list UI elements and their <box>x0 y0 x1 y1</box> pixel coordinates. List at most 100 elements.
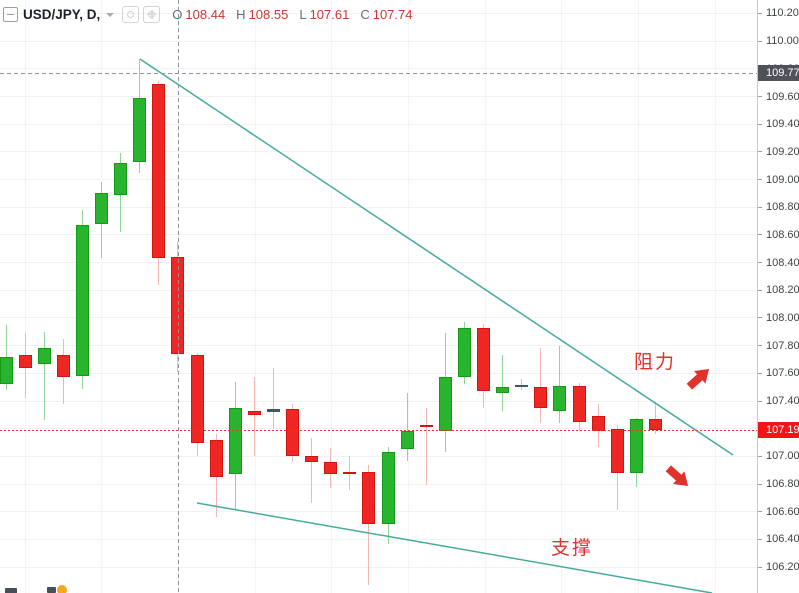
price-tick-label: 109.00 <box>766 173 799 186</box>
horizontal-gridline <box>0 262 757 264</box>
ohlc-item: C 107.74 <box>360 7 412 22</box>
price-tick <box>758 566 762 568</box>
ohlc-value: 108.55 <box>248 6 289 22</box>
crosshair-price-label: 109.77 <box>758 65 799 81</box>
price-tick <box>758 262 762 264</box>
horizontal-gridline <box>0 206 757 208</box>
candle-body <box>247 410 261 415</box>
candle-wick <box>196 352 198 457</box>
support-label[interactable]: 支撑 <box>551 538 594 559</box>
price-tick <box>758 234 762 236</box>
chart-legend[interactable]: USD/JPY, D, O 108.44 H 108.55 L 107.61 C 107.74 <box>3 5 412 23</box>
price-tick-label: 107.60 <box>766 367 799 380</box>
candle-wick <box>502 355 504 411</box>
candle-wick <box>139 59 141 173</box>
candle-body <box>343 471 357 475</box>
vertical-gridline <box>484 0 486 593</box>
support-trendline[interactable] <box>196 502 713 593</box>
candle-body <box>496 387 510 393</box>
candle-body <box>18 355 32 368</box>
up-right-arrow[interactable] <box>684 363 715 393</box>
candle-wick <box>578 383 580 432</box>
vertical-gridline <box>101 0 103 593</box>
price-tick-label: 108.40 <box>766 256 799 269</box>
candle-body <box>266 409 280 412</box>
candle-wick <box>425 407 427 486</box>
price-tick-label: 106.20 <box>766 561 799 574</box>
price-tick <box>758 372 762 374</box>
settings-gear-icon[interactable] <box>143 5 161 23</box>
price-tick-label: 108.60 <box>766 228 799 241</box>
last-price-label: 107.19 <box>758 422 799 439</box>
price-tick <box>758 289 762 291</box>
candle-wick <box>24 333 26 399</box>
resistance-trendline[interactable] <box>139 58 734 456</box>
candle-body <box>95 193 108 224</box>
price-tick <box>758 345 762 347</box>
candle-wick <box>616 424 618 511</box>
candle-body <box>228 407 242 475</box>
candle-wick <box>540 348 542 424</box>
price-axis[interactable]: 110.20110.00109.80109.60109.40109.20109.… <box>757 0 799 593</box>
price-tick <box>758 206 762 208</box>
symbol-title[interactable]: USD/JPY, D, <box>23 6 101 22</box>
candle-wick <box>559 345 561 424</box>
ohlc-item: H 108.55 <box>236 7 288 22</box>
price-tick <box>758 455 762 457</box>
price-tick-label: 106.60 <box>766 505 799 518</box>
down-right-arrow[interactable] <box>663 462 694 492</box>
price-tick <box>758 40 762 42</box>
ohlc-letter: C <box>360 6 370 22</box>
candle-wick <box>120 153 122 233</box>
candle-wick <box>483 323 484 408</box>
vertical-gridline <box>254 0 256 593</box>
price-tick-label: 109.20 <box>766 145 799 158</box>
candle-body <box>37 348 51 364</box>
candle-body <box>381 452 395 525</box>
drawing-layer[interactable] <box>0 0 757 593</box>
candle-wick <box>234 381 236 511</box>
horizontal-gridline <box>0 455 757 457</box>
candle-wick <box>81 210 83 389</box>
ohlc-item: O 108.44 <box>172 7 225 22</box>
circle-marker-icon[interactable] <box>122 5 140 23</box>
price-tick <box>758 483 762 485</box>
watermark-fragment <box>47 587 56 593</box>
price-tick-label: 107.40 <box>766 395 799 407</box>
price-tick <box>758 12 762 14</box>
candle-body <box>286 409 299 457</box>
ohlc-letter: H <box>236 6 246 22</box>
collapse-icon[interactable] <box>3 6 18 22</box>
candle-wick <box>215 434 217 518</box>
candle-body <box>152 84 166 259</box>
candle-wick <box>272 367 274 429</box>
price-tick-label: 108.00 <box>766 311 799 324</box>
candle-wick <box>43 331 45 421</box>
candle-body <box>114 162 128 195</box>
candle-wick <box>349 456 351 490</box>
candle-body <box>629 419 643 473</box>
horizontal-gridline <box>0 538 757 540</box>
candle-body <box>648 419 662 431</box>
candle-wick <box>521 378 523 390</box>
ohlc-values: O 108.44 H 108.55 L 107.61 C 107.74 <box>172 7 412 22</box>
vertical-gridline <box>24 0 26 593</box>
resistance-label[interactable]: 阻力 <box>634 352 677 373</box>
horizontal-gridline <box>0 179 757 181</box>
price-tick-label: 110.20 <box>766 7 799 20</box>
price-tick <box>758 511 762 513</box>
horizontal-gridline <box>0 372 757 374</box>
ohlc-letter: O <box>172 6 183 22</box>
price-tick <box>758 151 762 153</box>
chevron-down-icon[interactable] <box>106 13 115 17</box>
price-tick <box>758 123 762 125</box>
price-tick <box>758 538 762 540</box>
candle-body <box>305 456 319 462</box>
price-tick-label: 110.00 <box>766 35 799 48</box>
ohlc-item: L 107.61 <box>299 7 349 22</box>
vertical-gridline <box>714 0 716 593</box>
price-tick <box>758 317 762 319</box>
crosshair-vertical-line <box>178 0 179 593</box>
